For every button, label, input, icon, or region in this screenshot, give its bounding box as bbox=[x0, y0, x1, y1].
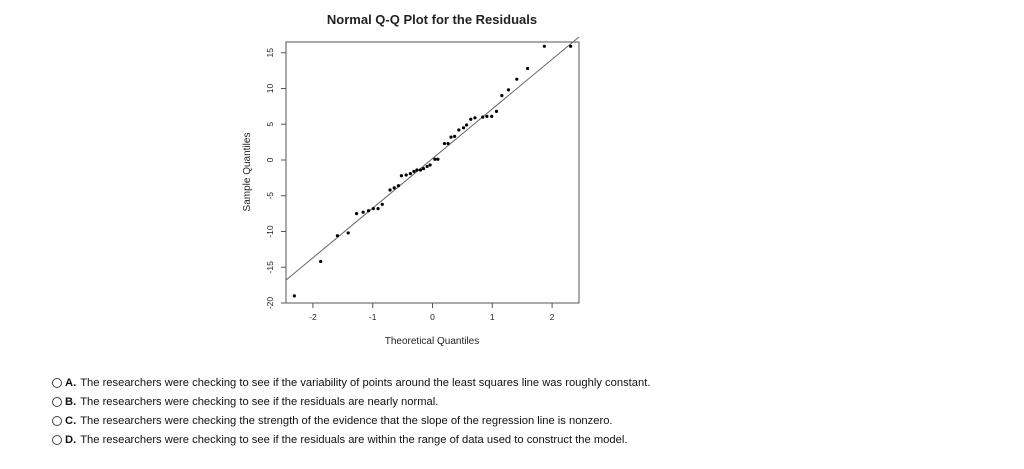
option-text: The researchers were checking to see if … bbox=[80, 433, 628, 446]
y-tick-label: -10 bbox=[265, 225, 275, 238]
qq-plot: Normal Q-Q Plot for the Residuals -2 -1 0 1… bbox=[242, 12, 580, 347]
data-point bbox=[449, 135, 453, 139]
option-c[interactable]: C. The researchers were checking the str… bbox=[52, 411, 650, 430]
data-point bbox=[380, 202, 384, 206]
radio-button-icon[interactable] bbox=[52, 377, 62, 388]
y-tick-label: 5 bbox=[265, 122, 275, 127]
option-letter: D. bbox=[65, 433, 77, 446]
data-point bbox=[428, 163, 432, 167]
y-tick-label: -5 bbox=[265, 192, 275, 200]
y-tick-label: 15 bbox=[265, 48, 275, 58]
data-point bbox=[319, 259, 323, 264]
answer-options: A. The researchers were checking to see … bbox=[52, 373, 650, 449]
option-text: The researchers were checking to see if … bbox=[80, 376, 651, 389]
option-d[interactable]: D. The researchers were checking to see … bbox=[52, 430, 650, 449]
data-point bbox=[525, 66, 530, 71]
option-letter: C. bbox=[65, 414, 77, 427]
y-tick-label: -15 bbox=[265, 261, 275, 274]
x-axis-label: Theoretical Quantiles bbox=[385, 336, 480, 347]
option-a[interactable]: A. The researchers were checking to see … bbox=[52, 373, 650, 392]
data-point bbox=[506, 88, 511, 92]
x-tick-label: 2 bbox=[550, 312, 555, 322]
data-point bbox=[335, 234, 340, 238]
data-point bbox=[361, 210, 365, 214]
data-point bbox=[388, 188, 392, 192]
data-point bbox=[446, 141, 450, 146]
data-point bbox=[412, 169, 416, 174]
data-point bbox=[457, 128, 461, 132]
x-tick-label: -1 bbox=[369, 312, 377, 322]
data-point bbox=[461, 126, 466, 130]
data-point bbox=[436, 157, 440, 161]
data-point bbox=[292, 294, 296, 298]
option-text: The researchers were checking the streng… bbox=[80, 414, 613, 427]
data-point bbox=[485, 114, 489, 118]
data-point bbox=[569, 44, 573, 48]
option-b[interactable]: B. The researchers were checking to see … bbox=[52, 392, 650, 411]
data-point bbox=[366, 209, 371, 213]
data-point bbox=[371, 207, 375, 211]
y-axis-label: Sample Quantiles bbox=[242, 133, 253, 212]
plot-frame bbox=[285, 41, 580, 304]
data-point bbox=[415, 168, 419, 172]
chart-title: Normal Q-Q Plot for the Residuals bbox=[327, 12, 537, 27]
data-point bbox=[433, 157, 437, 161]
x-tick-label: 1 bbox=[490, 312, 495, 322]
radio-button-icon[interactable] bbox=[52, 396, 62, 407]
option-text: The researchers were checking to see if … bbox=[80, 395, 439, 408]
y-tick-label: -20 bbox=[265, 297, 275, 310]
radio-button-icon[interactable] bbox=[52, 434, 62, 445]
data-point bbox=[473, 116, 477, 120]
data-point bbox=[469, 117, 473, 121]
data-point bbox=[399, 174, 404, 178]
x-tick-label: 0 bbox=[430, 312, 435, 322]
data-point bbox=[542, 44, 546, 48]
data-point bbox=[376, 207, 380, 211]
data-point bbox=[490, 114, 494, 118]
data-point bbox=[481, 115, 485, 119]
data-point bbox=[354, 212, 359, 216]
x-tick-label: -2 bbox=[309, 312, 317, 322]
data-point bbox=[346, 231, 350, 235]
radio-button-icon[interactable] bbox=[52, 415, 62, 426]
data-point bbox=[464, 123, 469, 127]
y-tick-label: 0 bbox=[265, 157, 275, 162]
data-point bbox=[404, 173, 408, 177]
option-letter: A. bbox=[65, 376, 77, 389]
data-point bbox=[515, 77, 519, 81]
data-point bbox=[442, 141, 447, 146]
data-point bbox=[453, 134, 457, 138]
qq-reference-line bbox=[285, 36, 580, 281]
data-point bbox=[396, 184, 401, 188]
option-letter: B. bbox=[65, 395, 77, 408]
data-point bbox=[418, 168, 423, 172]
y-tick-label: 10 bbox=[265, 83, 275, 93]
data-point bbox=[392, 186, 396, 190]
data-point bbox=[408, 171, 412, 176]
data-point bbox=[500, 94, 504, 98]
data-point bbox=[494, 109, 499, 113]
data-point bbox=[421, 166, 426, 171]
data-point bbox=[425, 164, 429, 169]
